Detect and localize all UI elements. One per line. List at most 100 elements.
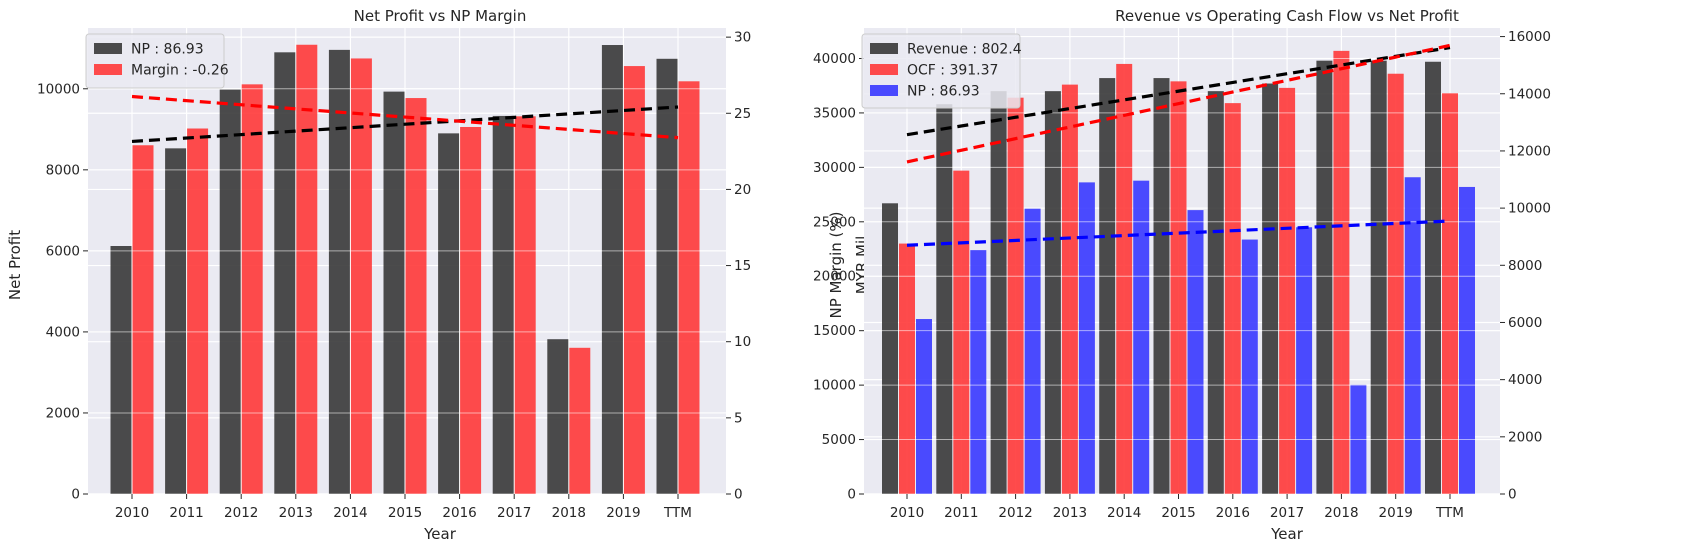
y-right-tick-label: 25 [734,106,751,122]
legend-label-1: NP : 86.93 [131,42,204,58]
bar-3 [1024,208,1041,495]
y-tick-label: 2000 [46,405,80,421]
bar-1 [165,148,187,495]
bar-2 [1170,81,1187,494]
y-tick-label: 8000 [46,162,80,178]
bar-1 [1099,78,1116,495]
bar-1 [1370,60,1387,495]
y-right-tick-label: 0 [1508,487,1517,503]
bar-2 [1116,63,1133,495]
trendline-2 [131,94,679,140]
bar-1 [492,115,514,494]
x-tick-label: 2010 [890,505,924,521]
bar-1 [547,339,569,494]
legend: NP : 86.93 Margin : -0.26 [85,33,229,89]
y-right-tick-label: 12000 [1508,143,1551,159]
x-tick-label: 2012 [998,505,1032,521]
y-right-tick-label: 0 [734,487,743,503]
bar-1 [438,133,460,495]
legend-swatch-1 [94,43,122,54]
bar-1 [882,203,898,495]
bar-3 [916,319,932,494]
bar-1 [110,246,132,494]
x-tick-label: TTM [1435,505,1464,521]
y-tick-label: 20000 [813,269,856,285]
bar-1 [601,45,623,494]
bar-3 [1459,186,1475,495]
y-tick-label: 10000 [37,81,80,97]
bar-2 [1007,97,1024,494]
x-tick-label: 2011 [944,505,978,521]
bar-2 [350,58,372,494]
bar-2 [241,84,263,494]
legend-label-3: NP : 86.93 [907,84,980,100]
legend: Revenue : 802.4 OCF : 391.37 NP : 86.93 [861,33,1022,109]
x-tick-label: 2013 [1053,505,1087,521]
y-tick-label: 30000 [813,160,856,176]
bar-2 [1061,84,1078,494]
y-right-tick-label: 14000 [1508,86,1551,102]
bar-3 [970,250,987,494]
x-tick-label: 2018 [552,505,586,521]
x-tick-label: 2011 [169,505,203,521]
x-tick-label: 2019 [1379,505,1413,521]
chart-2-title: Revenue vs Operating Cash Flow vs Net Pr… [1115,7,1459,25]
trendline-3 [906,219,1451,247]
x-tick-label: 2012 [224,505,258,521]
y-tick-label: 4000 [46,324,80,340]
bar-2 [1387,73,1404,494]
x-tick-label: 2019 [606,505,640,521]
y-tick-label: 0 [847,487,856,503]
bar-3 [1404,177,1421,494]
x-tick-label: 2014 [333,505,367,521]
y-right-tick-label: 8000 [1508,258,1542,274]
bar-1 [219,89,241,494]
bar-3 [1241,239,1258,494]
bar-3 [1296,227,1313,495]
legend-label-2: OCF : 391.37 [907,63,998,79]
legend-swatch-1 [870,43,898,54]
bar-2 [514,116,536,495]
bar-2 [1442,93,1458,495]
bar-2 [187,128,209,494]
bar-1 [1044,91,1061,494]
legend-swatch-2 [870,64,898,75]
y-tick-label: 6000 [46,243,80,259]
x-tick-label: 2016 [1216,505,1250,521]
chart-1-ylabel-right: NP Margin (%) [827,212,845,319]
bar-1 [1316,60,1333,495]
bar-2 [460,126,482,494]
y-right-tick-label: 20 [734,182,751,198]
trendline-1 [131,105,679,144]
y-tick-label: 35000 [813,105,856,121]
bar-2 [623,66,645,494]
legend-box [861,33,1021,109]
bar-1 [274,52,296,494]
y-right-tick-label: 10000 [1508,201,1551,217]
chart-1-title: Net Profit vs NP Margin [354,7,527,25]
y-tick-label: 10000 [813,378,856,394]
chart-1-ylabel: Net Profit [6,230,24,300]
x-tick-label: 2018 [1324,505,1358,521]
y-right-tick-label: 6000 [1508,315,1542,331]
bar-1 [1425,61,1441,495]
y-tick-label: 15000 [813,323,856,339]
legend-swatch-3 [870,85,898,96]
x-tick-label: TTM [663,505,692,521]
bar-1 [656,58,678,495]
x-tick-label: 2013 [279,505,313,521]
y-tick-label: 40000 [813,51,856,67]
legend-swatch-2 [94,64,122,75]
y-right-tick-label: 10 [734,334,751,350]
bar-3 [1187,210,1204,494]
x-tick-label: 2014 [1107,505,1141,521]
y-tick-label: 25000 [813,214,856,230]
bar-1 [328,49,350,494]
bar-2 [678,81,700,494]
bar-1 [1153,78,1170,495]
y-right-tick-label: 4000 [1508,372,1542,388]
x-tick-label: 2017 [497,505,531,521]
x-tick-label: 2015 [388,505,422,521]
bar-3 [1078,182,1095,494]
bar-3 [1133,180,1150,494]
